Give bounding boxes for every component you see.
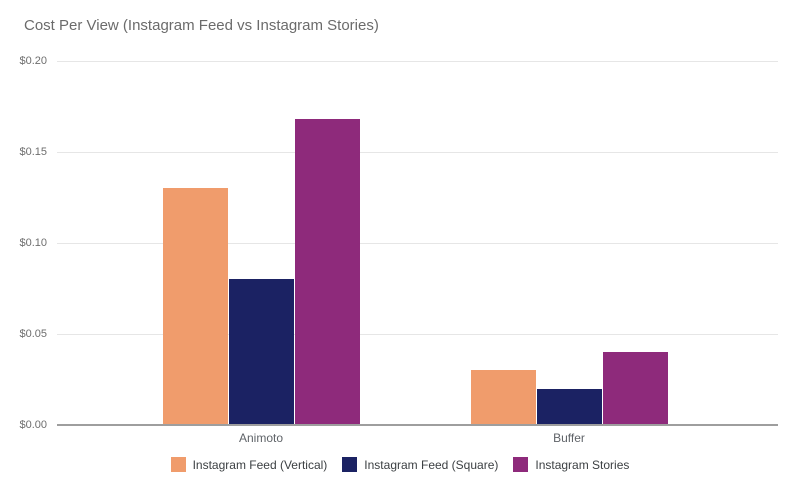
y-tick-label-0.20: $0.20 [19, 55, 47, 67]
x-tick-label-animoto: Animoto [238, 431, 284, 445]
bar-animoto-instagram-feed-square [228, 279, 294, 425]
bar-buffer-instagram-stories [602, 352, 668, 425]
y-tick-label-0.05: $0.05 [19, 328, 47, 340]
bar-animoto-instagram-stories [294, 119, 360, 425]
chart-title: Cost Per View (Instagram Feed vs Instagr… [24, 17, 379, 34]
legend-label: Instagram Feed (Vertical) [192, 457, 328, 472]
bar-animoto-instagram-feed-vertical [162, 188, 228, 425]
legend-label: Instagram Stories [535, 457, 630, 472]
legend: Instagram Feed (Vertical) Instagram Feed … [0, 457, 800, 472]
legend-swatch-icon [170, 457, 186, 472]
legend-item-instagram-feed-vertical: Instagram Feed (Vertical) [170, 457, 328, 472]
y-tick-label-0.00: $0.00 [19, 419, 47, 431]
legend-item-instagram-feed-square: Instagram Feed (Square) [342, 457, 498, 472]
plot-area [57, 60, 778, 426]
y-tick-label-0.15: $0.15 [19, 146, 47, 158]
gridline-0.20 [57, 60, 778, 62]
bar-buffer-instagram-feed-vertical [470, 370, 536, 425]
x-tick-label-buffer: Buffer [553, 431, 585, 445]
y-axis-labels: $0.00 $0.05 $0.10 $0.15 $0.20 [0, 0, 47, 492]
gridline-0.05 [57, 333, 778, 335]
legend-swatch-icon [513, 457, 529, 472]
y-tick-label-0.10: $0.10 [19, 237, 47, 249]
x-axis-line [57, 424, 778, 426]
legend-label: Instagram Feed (Square) [364, 457, 499, 472]
legend-swatch-icon [342, 457, 358, 472]
legend-item-instagram-stories: Instagram Stories [513, 457, 629, 472]
bar-buffer-instagram-feed-square [536, 388, 602, 425]
gridline-0.10 [57, 242, 778, 244]
gridline-0.15 [57, 151, 778, 153]
